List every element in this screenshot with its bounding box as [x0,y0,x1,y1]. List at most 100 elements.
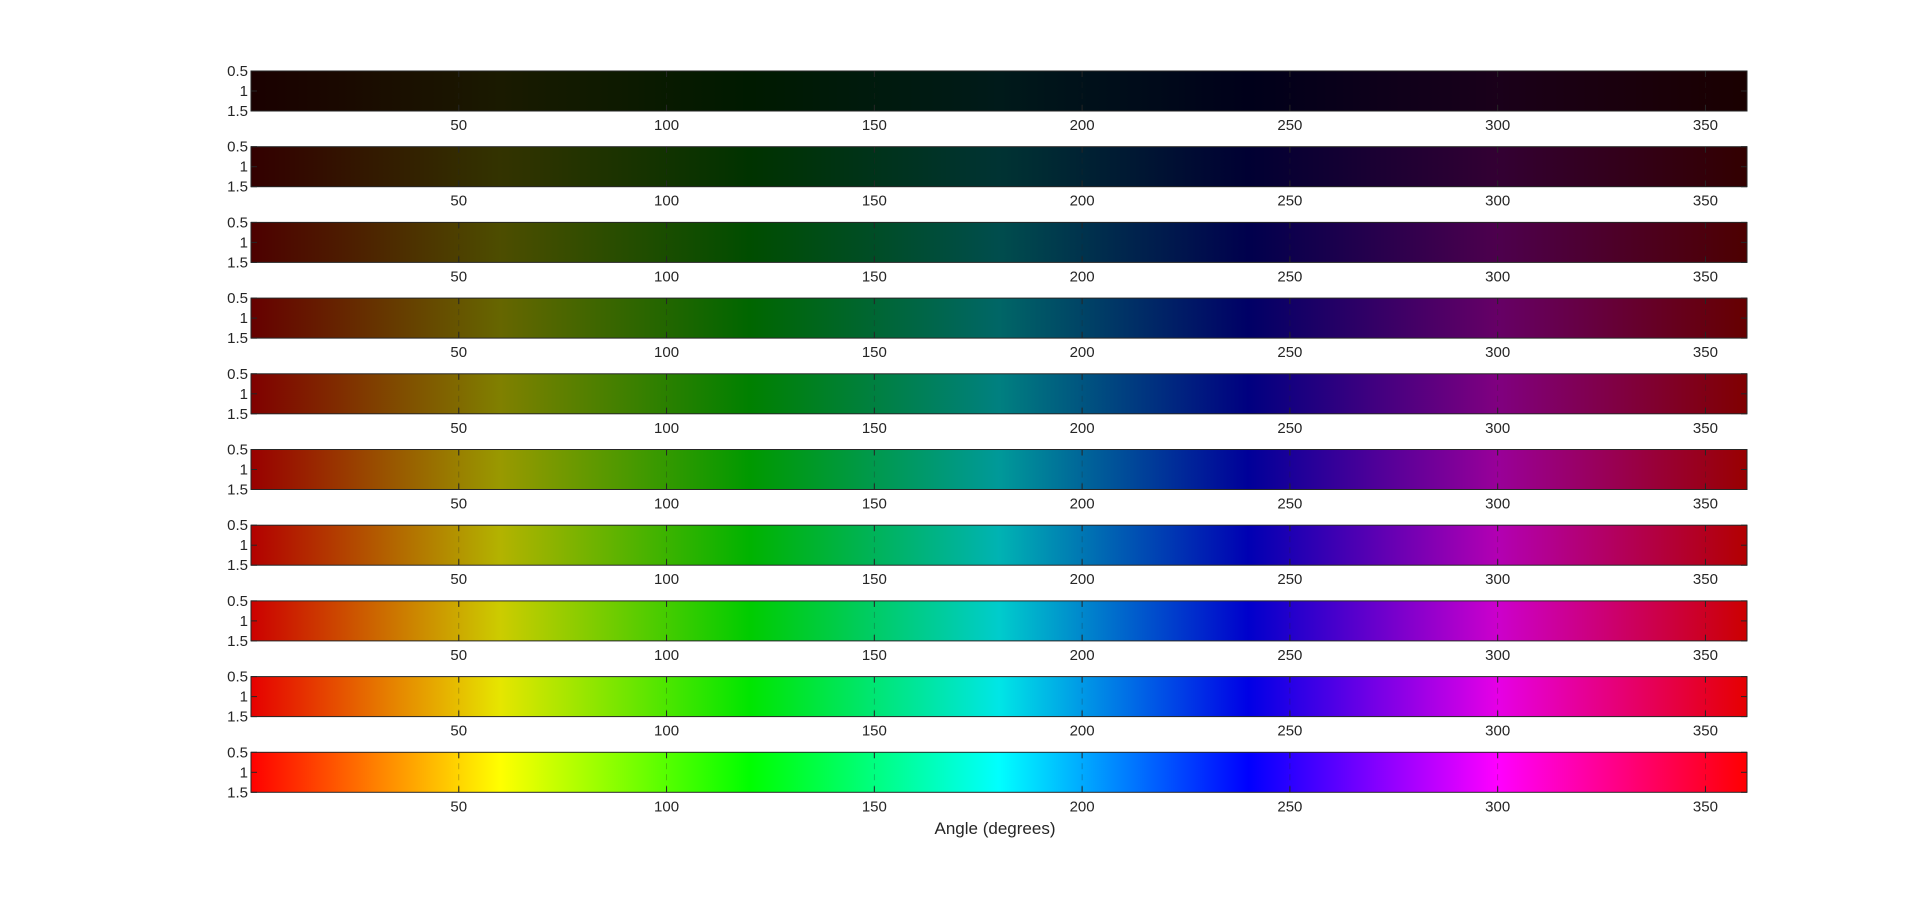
x-tick-label: 250 [1277,420,1302,437]
y-tick-label: 0.5 [227,139,248,156]
x-tick-label: 200 [1070,496,1095,513]
colormap-strip [251,71,1747,111]
panel-9: 50 100 150 200 250 300 350 0.5 1 1.5 [227,669,1748,740]
x-tick-label: 200 [1070,571,1095,588]
x-tick-label: 50 [450,193,467,210]
y-tick-label: 1 [240,764,248,781]
x-tick-label: 350 [1693,268,1718,285]
x-tick-label: 300 [1485,268,1510,285]
x-tick-label: 200 [1070,723,1095,740]
x-tick-label: 250 [1277,117,1302,134]
x-tick-label: 150 [862,344,887,361]
x-tick-label: 100 [654,647,679,664]
x-tick-label: 300 [1485,193,1510,210]
y-tick-label: 1.5 [227,330,248,347]
x-tick-label: 350 [1693,798,1718,815]
x-tick-label: 250 [1277,193,1302,210]
y-tick-label: 1 [240,234,248,251]
x-tick-label: 350 [1693,193,1718,210]
y-tick-label: 0.5 [227,517,248,534]
y-tick-label: 1 [240,159,248,176]
x-tick-label: 300 [1485,344,1510,361]
x-tick-label: 250 [1277,647,1302,664]
y-tick-label: 1.5 [227,254,248,271]
y-tick-label: 1.5 [227,784,248,801]
colormap-strip [251,146,1747,187]
colormap-strip [251,298,1747,339]
x-tick-label: 200 [1070,117,1095,134]
y-tick-label: 1.5 [227,179,248,196]
x-tick-label: 350 [1693,647,1718,664]
y-tick-label: 1.5 [227,709,248,726]
panel-3: 50 100 150 200 250 300 350 0.5 1 1.5 [227,214,1748,285]
x-tick-label: 250 [1277,268,1302,285]
x-tick-label: 300 [1485,420,1510,437]
y-tick-label: 1 [240,537,248,554]
panel-1: 50 100 150 200 250 300 350 0.5 1 1.5 [227,63,1748,134]
y-tick-label: 1 [240,386,248,403]
x-tick-label: 300 [1485,496,1510,513]
x-tick-label: 100 [654,117,679,134]
y-tick-label: 1 [240,83,248,100]
x-tick-label: 100 [654,798,679,815]
y-tick-label: 0.5 [227,366,248,383]
x-tick-label: 200 [1070,344,1095,361]
x-tick-label: 50 [450,571,467,588]
x-tick-label: 300 [1485,723,1510,740]
panel-8: 50 100 150 200 250 300 350 0.5 1 1.5 [227,593,1748,664]
x-tick-label: 250 [1277,723,1302,740]
x-axis-label: Angle (degrees) [935,819,1056,838]
panel-10: 50 100 150 200 250 300 350 0.5 1 1.5 [227,744,1748,815]
x-tick-label: 250 [1277,496,1302,513]
x-tick-label: 50 [450,268,467,285]
colormap-strip [251,449,1747,490]
x-tick-label: 350 [1693,571,1718,588]
panel-4: 50 100 150 200 250 300 350 0.5 1 1.5 [227,290,1748,361]
x-tick-label: 50 [450,420,467,437]
x-tick-label: 100 [654,723,679,740]
y-tick-label: 0.5 [227,593,248,610]
panel-2: 50 100 150 200 250 300 350 0.5 1 1.5 [227,139,1748,210]
x-tick-label: 150 [862,647,887,664]
x-tick-label: 200 [1070,420,1095,437]
x-tick-label: 150 [862,496,887,513]
panel-5: 50 100 150 200 250 300 350 0.5 1 1.5 [227,366,1748,437]
x-tick-label: 150 [862,571,887,588]
x-tick-label: 100 [654,344,679,361]
x-tick-label: 150 [862,268,887,285]
x-tick-label: 350 [1693,420,1718,437]
x-tick-label: 150 [862,798,887,815]
y-tick-label: 1 [240,689,248,706]
colormap-strip [251,222,1747,263]
x-tick-label: 350 [1693,723,1718,740]
x-tick-label: 350 [1693,496,1718,513]
x-tick-label: 250 [1277,571,1302,588]
y-tick-label: 1.5 [227,482,248,499]
x-tick-label: 50 [450,798,467,815]
x-tick-label: 350 [1693,117,1718,134]
x-tick-label: 100 [654,268,679,285]
y-tick-label: 0.5 [227,63,248,80]
x-tick-label: 50 [450,647,467,664]
x-tick-label: 100 [654,571,679,588]
colormap-strip [251,752,1747,793]
y-tick-label: 1.5 [227,557,248,574]
y-tick-label: 0.5 [227,442,248,459]
x-tick-label: 100 [654,193,679,210]
x-tick-label: 200 [1070,647,1095,664]
x-tick-label: 50 [450,117,467,134]
x-tick-label: 50 [450,344,467,361]
x-tick-label: 250 [1277,344,1302,361]
x-tick-label: 100 [654,420,679,437]
y-tick-label: 0.5 [227,214,248,231]
x-tick-label: 50 [450,723,467,740]
x-tick-label: 100 [654,496,679,513]
y-tick-label: 1.5 [227,406,248,423]
x-tick-label: 200 [1070,798,1095,815]
x-tick-label: 150 [862,420,887,437]
x-tick-label: 300 [1485,647,1510,664]
x-tick-label: 50 [450,496,467,513]
x-tick-label: 300 [1485,117,1510,134]
